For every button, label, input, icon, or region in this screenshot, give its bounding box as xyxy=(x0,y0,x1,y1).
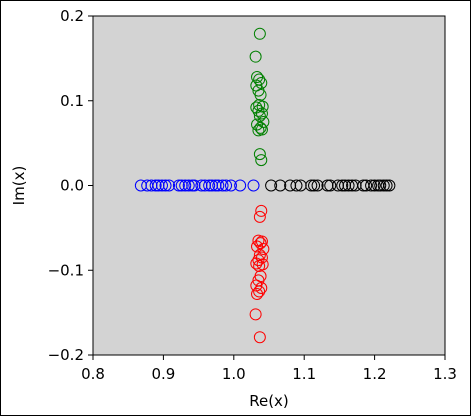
y-axis-label: Im(x) xyxy=(10,166,28,206)
data-point-s0-13 xyxy=(253,110,266,122)
data-point-s3-24 xyxy=(383,179,396,192)
data-point-s1-9 xyxy=(256,258,269,271)
data-point-s1-16 xyxy=(254,237,267,250)
y-tick-label: 0.2 xyxy=(60,7,84,25)
plot-area xyxy=(93,16,445,355)
data-point-s1-1 xyxy=(249,308,262,321)
data-point-s0-2 xyxy=(251,71,264,84)
data-point-s3-3 xyxy=(290,179,303,192)
data-point-s2-10 xyxy=(179,179,192,192)
data-point-s3-19 xyxy=(368,179,381,192)
data-point-s1-2 xyxy=(251,287,264,300)
data-point-s2-24 xyxy=(247,179,260,192)
data-point-s0-16 xyxy=(254,121,267,134)
data-point-s2-6 xyxy=(159,179,172,192)
data-point-s2-16 xyxy=(203,179,216,192)
data-point-s1-20 xyxy=(255,204,268,217)
data-point-s0-19 xyxy=(253,148,266,161)
data-point-s3-21 xyxy=(374,179,387,192)
data-point-s1-7 xyxy=(254,270,267,283)
data-points xyxy=(134,27,396,344)
x-tick-label: 0.8 xyxy=(81,365,105,383)
x-tick-label: 1.3 xyxy=(433,365,457,383)
x-axis-label: Re(x) xyxy=(249,392,289,410)
x-tick-label: 0.9 xyxy=(151,365,175,383)
data-point-s0-12 xyxy=(255,107,268,120)
data-point-s2-22 xyxy=(224,179,237,192)
data-point-s2-3 xyxy=(149,179,162,192)
data-point-s3-0 xyxy=(265,179,278,192)
data-point-s3-5 xyxy=(305,179,318,192)
data-point-s3-23 xyxy=(380,179,393,192)
data-point-s1-11 xyxy=(252,254,265,267)
y-tick-label: 0.1 xyxy=(60,92,84,110)
data-point-s3-22 xyxy=(377,179,390,192)
data-point-s3-18 xyxy=(365,179,378,192)
data-point-s1-13 xyxy=(253,249,266,261)
data-point-s2-20 xyxy=(216,179,229,192)
data-point-s2-11 xyxy=(182,179,195,192)
data-point-s3-11 xyxy=(336,179,349,192)
y-tick-label: 0.0 xyxy=(60,177,84,195)
y-tick-label: −0.1 xyxy=(48,261,84,279)
data-point-s0-7 xyxy=(254,88,267,101)
data-point-s3-7 xyxy=(311,179,324,192)
x-axis-ticks: 0.8 0.9 1.0 1.1 1.2 1.3 xyxy=(81,355,457,383)
y-tick-label: −0.2 xyxy=(48,346,84,364)
data-point-s0-0 xyxy=(253,27,266,40)
data-point-s2-21 xyxy=(220,179,233,192)
data-point-s0-1 xyxy=(249,50,262,63)
data-point-s3-17 xyxy=(360,179,373,192)
data-point-s0-20 xyxy=(255,154,268,167)
data-point-s1-0 xyxy=(253,331,266,344)
x-tick-label: 1.2 xyxy=(363,365,387,383)
y-axis-ticks: −0.2 −0.1 0.0 0.1 0.2 xyxy=(48,7,93,364)
data-point-s1-19 xyxy=(253,210,266,223)
data-point-s0-18 xyxy=(255,123,268,136)
data-point-s2-23 xyxy=(234,179,247,192)
data-point-s3-13 xyxy=(342,179,355,192)
x-tick-label: 1.0 xyxy=(222,365,246,383)
data-point-s2-19 xyxy=(212,179,225,192)
data-point-s3-6 xyxy=(308,179,321,192)
data-point-s0-9 xyxy=(256,100,269,113)
data-point-s3-1 xyxy=(274,179,287,192)
data-point-s0-11 xyxy=(252,104,265,117)
data-point-s2-7 xyxy=(163,179,176,192)
data-point-s1-12 xyxy=(255,251,268,264)
data-point-s2-8 xyxy=(172,179,185,192)
data-point-s1-18 xyxy=(255,235,268,248)
data-point-s3-9 xyxy=(324,179,337,192)
x-tick-label: 1.1 xyxy=(292,365,316,383)
data-point-s2-5 xyxy=(155,179,168,192)
